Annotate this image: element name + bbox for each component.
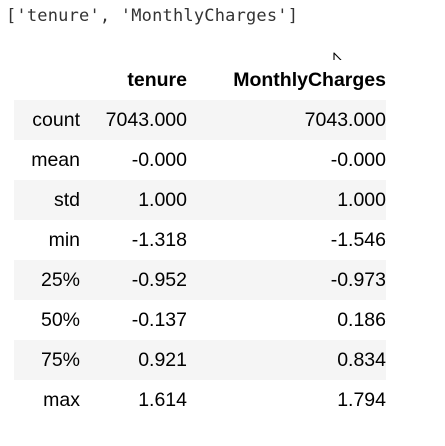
describe-dataframe-table: tenure MonthlyCharges count 7043.000 704… xyxy=(14,60,386,420)
row-label: std xyxy=(14,180,80,220)
table-cell: 1.000 xyxy=(80,180,187,220)
printed-column-list: ['tenure', 'MonthlyCharges'] xyxy=(6,6,299,26)
table-row: min -1.318 -1.546 xyxy=(14,220,386,260)
row-label: 75% xyxy=(14,340,80,380)
table-row: 50% -0.137 0.186 xyxy=(14,300,386,340)
table-cell: 0.921 xyxy=(80,340,187,380)
table-cell: -0.000 xyxy=(80,140,187,180)
row-label: min xyxy=(14,220,80,260)
row-label: 25% xyxy=(14,260,80,300)
table-cell: -1.318 xyxy=(80,220,187,260)
table-cell: 1.000 xyxy=(187,180,386,220)
row-label: max xyxy=(14,380,80,420)
table-cell: -1.546 xyxy=(187,220,386,260)
row-label: count xyxy=(14,100,80,140)
row-label: mean xyxy=(14,140,80,180)
table-cell: 1.794 xyxy=(187,380,386,420)
table-cell: 7043.000 xyxy=(80,100,187,140)
table-cell: -0.973 xyxy=(187,260,386,300)
table-cell: 0.834 xyxy=(187,340,386,380)
table-cell: 1.614 xyxy=(80,380,187,420)
table-cell: -0.137 xyxy=(80,300,187,340)
column-header-monthlycharges: MonthlyCharges xyxy=(187,60,386,100)
column-header-tenure: tenure xyxy=(80,60,187,100)
table-row: 25% -0.952 -0.973 xyxy=(14,260,386,300)
table-row: count 7043.000 7043.000 xyxy=(14,100,386,140)
table-cell: 0.186 xyxy=(187,300,386,340)
row-label: 50% xyxy=(14,300,80,340)
table-header-row: tenure MonthlyCharges xyxy=(14,60,386,100)
table-cell: -0.000 xyxy=(187,140,386,180)
index-header xyxy=(14,60,80,100)
table-cell: -0.952 xyxy=(80,260,187,300)
table-row: max 1.614 1.794 xyxy=(14,380,386,420)
table-row: std 1.000 1.000 xyxy=(14,180,386,220)
table-cell: 7043.000 xyxy=(187,100,386,140)
table-row: 75% 0.921 0.834 xyxy=(14,340,386,380)
table-row: mean -0.000 -0.000 xyxy=(14,140,386,180)
